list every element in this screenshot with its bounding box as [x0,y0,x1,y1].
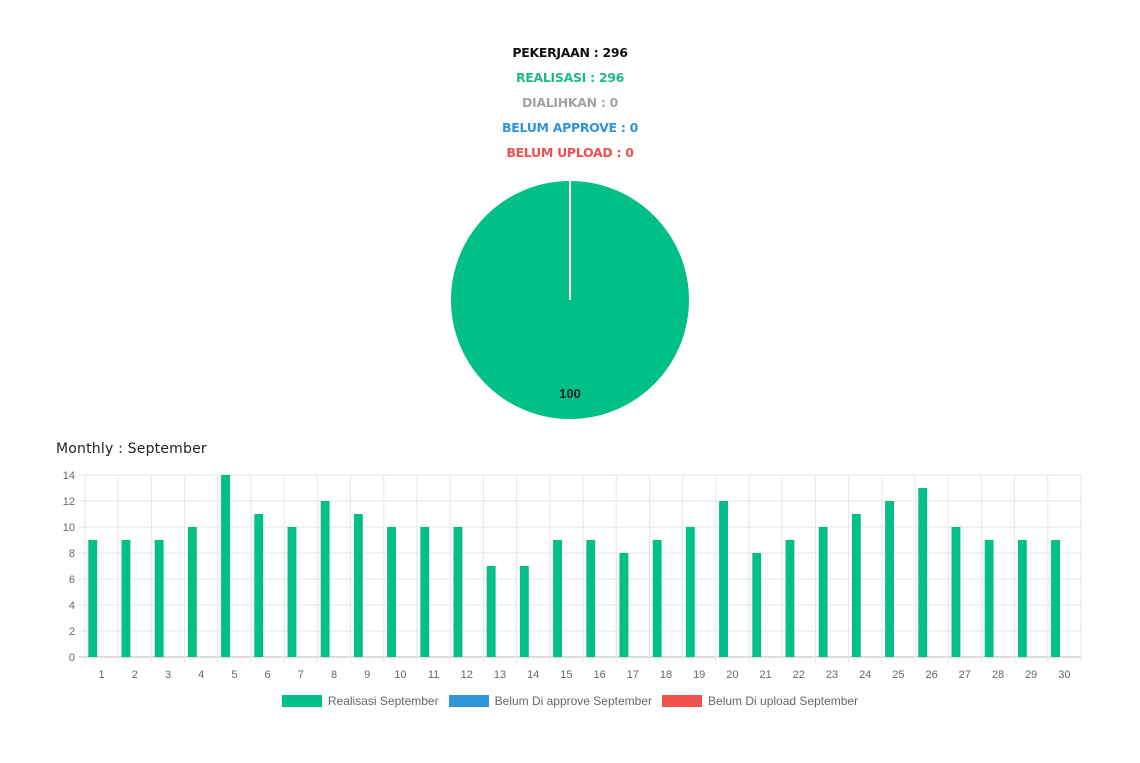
bar[interactable] [1017,540,1027,657]
legend-label-belum-upload: Belum Di upload September [708,694,859,708]
belum-upload-stat: BELUM UPLOAD : 0 [506,145,634,160]
bar[interactable] [154,540,164,657]
x-tick-label: 29 [1025,669,1037,681]
bar[interactable] [984,540,994,657]
bar[interactable] [486,566,496,657]
x-tick-label: 17 [627,669,639,681]
bar[interactable] [685,527,695,657]
bar[interactable] [287,527,297,657]
bar[interactable] [121,540,131,657]
dialihkan-stat: DIALIHKAN : 0 [521,95,619,110]
pekerjaan-stat: PEKERJAAN : 296 [512,45,628,60]
y-tick-label: 10 [63,522,75,534]
bar[interactable] [652,540,662,657]
x-tick-label: 15 [560,669,572,681]
y-tick-label: 8 [69,548,75,560]
x-tick-label: 5 [231,669,237,681]
x-tick-label: 12 [461,669,473,681]
chart-legend: Realisasi September Belum Di approve Sep… [0,694,1140,708]
x-tick-label: 14 [527,669,539,681]
realisasi-stat: REALISASI : 296 [515,70,625,85]
x-tick-label: 1 [99,669,105,681]
x-tick-label: 22 [793,669,805,681]
bar[interactable] [951,527,961,657]
x-tick-label: 11 [428,669,439,681]
x-tick-label: 9 [364,669,370,681]
x-tick-label: 3 [165,669,171,681]
pie-data-label: 100 [559,386,581,401]
x-tick-label: 30 [1058,669,1070,681]
bar[interactable] [1051,540,1060,657]
bar[interactable] [885,501,894,657]
bar[interactable] [785,540,795,657]
bar[interactable] [818,527,828,657]
bar[interactable] [619,553,629,657]
legend-item-belum-upload[interactable]: Belum Di upload September [662,694,858,708]
y-tick-label: 14 [63,470,75,482]
x-tick-label: 26 [925,669,937,681]
x-tick-label: 4 [198,669,204,681]
bar[interactable] [586,540,596,657]
bar[interactable] [353,514,363,657]
y-tick-label: 6 [69,574,75,586]
bar[interactable] [221,475,230,657]
x-tick-label: 8 [331,669,337,681]
y-tick-label: 12 [63,496,75,508]
x-tick-label: 19 [693,669,705,681]
legend-swatch-belum-upload [662,695,703,707]
x-tick-label: 28 [992,669,1004,681]
x-tick-label: 25 [892,669,904,681]
summary-stats: PEKERJAAN : 296 REALISASI : 296 DIALIHKA… [0,40,1140,165]
x-tick-label: 10 [394,669,406,681]
bar[interactable] [320,501,330,657]
bar[interactable] [187,527,197,657]
legend-swatch-belum-approve [448,695,489,707]
bar[interactable] [88,540,98,657]
bar[interactable] [752,553,762,657]
legend-swatch-realisasi [281,695,322,707]
belum-approve-stat: BELUM APPROVE : 0 [502,120,638,135]
x-tick-label: 7 [298,669,304,681]
bar[interactable] [519,566,529,657]
x-tick-label: 18 [660,669,672,681]
x-tick-label: 24 [859,669,871,681]
bar[interactable] [553,540,562,657]
bar[interactable] [453,527,463,657]
legend-label-belum-approve: Belum Di approve September [494,694,653,708]
bar[interactable] [387,527,396,657]
pie-chart[interactable]: 100 [440,170,700,430]
legend-label-realisasi: Realisasi September [327,694,439,708]
bar[interactable] [719,501,728,657]
x-tick-label: 27 [959,669,971,681]
legend-item-belum-approve[interactable]: Belum Di approve September [448,694,653,708]
bar[interactable] [254,514,264,657]
bar[interactable] [918,488,928,657]
x-tick-label: 6 [265,669,271,681]
x-tick-label: 13 [494,669,506,681]
y-tick-label: 2 [69,626,75,638]
bar[interactable] [851,514,861,657]
x-tick-label: 2 [132,669,138,681]
x-tick-label: 16 [593,669,605,681]
y-tick-label: 4 [69,600,75,612]
x-tick-label: 20 [726,669,738,681]
y-tick-label: 0 [69,652,75,664]
monthly-chart-title: Monthly : September [56,441,207,457]
bar[interactable] [420,527,430,657]
x-tick-label: 21 [759,669,771,681]
legend-item-realisasi[interactable]: Realisasi September [281,694,439,708]
x-tick-label: 23 [826,669,838,681]
